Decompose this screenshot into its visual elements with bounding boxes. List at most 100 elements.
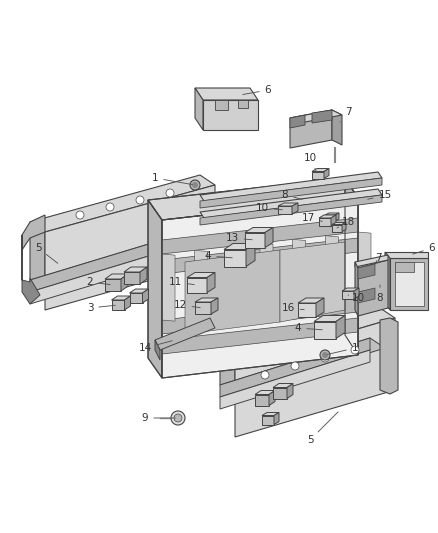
Polygon shape [395, 262, 424, 306]
Polygon shape [124, 296, 131, 310]
Polygon shape [385, 252, 428, 258]
Polygon shape [30, 222, 45, 290]
Polygon shape [395, 262, 414, 272]
Polygon shape [200, 172, 382, 201]
Polygon shape [211, 298, 218, 314]
Polygon shape [194, 251, 208, 318]
Text: 10: 10 [348, 293, 364, 303]
Polygon shape [290, 110, 332, 148]
Polygon shape [187, 272, 215, 278]
Polygon shape [207, 272, 215, 293]
Polygon shape [162, 318, 358, 354]
Text: 5: 5 [307, 412, 338, 445]
Polygon shape [195, 302, 211, 314]
Polygon shape [358, 288, 375, 303]
Polygon shape [290, 115, 305, 128]
Polygon shape [292, 203, 298, 214]
Text: 8: 8 [282, 190, 302, 200]
Polygon shape [203, 100, 258, 130]
Text: 13: 13 [226, 233, 252, 243]
Polygon shape [105, 279, 121, 291]
Polygon shape [345, 178, 358, 355]
Circle shape [106, 203, 114, 211]
Polygon shape [342, 291, 354, 299]
Text: 5: 5 [35, 243, 58, 263]
Polygon shape [325, 236, 338, 303]
Text: 6: 6 [413, 243, 435, 254]
Polygon shape [269, 391, 275, 406]
Polygon shape [385, 252, 390, 310]
Polygon shape [238, 100, 248, 108]
Text: 12: 12 [173, 300, 200, 310]
Polygon shape [342, 222, 346, 231]
Polygon shape [148, 200, 162, 378]
Polygon shape [30, 233, 200, 290]
Polygon shape [332, 224, 342, 231]
Polygon shape [354, 288, 359, 299]
Polygon shape [278, 206, 292, 214]
Text: 3: 3 [87, 303, 115, 313]
Polygon shape [293, 239, 306, 306]
Polygon shape [342, 288, 359, 291]
Polygon shape [325, 213, 339, 215]
Polygon shape [185, 250, 280, 334]
Polygon shape [124, 272, 140, 284]
Polygon shape [200, 189, 382, 218]
Polygon shape [273, 387, 287, 399]
Polygon shape [121, 274, 128, 291]
Text: 11: 11 [168, 277, 194, 287]
Polygon shape [220, 355, 235, 395]
Polygon shape [227, 247, 240, 314]
Polygon shape [358, 232, 371, 299]
Polygon shape [200, 178, 382, 208]
Polygon shape [314, 316, 345, 321]
Polygon shape [265, 228, 273, 247]
Polygon shape [335, 213, 339, 221]
Circle shape [321, 354, 329, 362]
Text: 18: 18 [337, 217, 355, 228]
Polygon shape [312, 172, 324, 179]
Polygon shape [331, 215, 336, 226]
Polygon shape [298, 298, 324, 303]
Polygon shape [274, 413, 279, 424]
Polygon shape [273, 384, 293, 387]
Polygon shape [200, 195, 382, 225]
Circle shape [190, 180, 200, 190]
Polygon shape [298, 303, 316, 317]
Text: 14: 14 [138, 341, 172, 353]
Polygon shape [220, 338, 385, 395]
Polygon shape [30, 245, 185, 304]
Text: 1: 1 [328, 343, 358, 354]
Polygon shape [312, 110, 332, 123]
Text: 8: 8 [377, 285, 383, 303]
Polygon shape [112, 300, 124, 310]
Polygon shape [22, 215, 45, 250]
Circle shape [320, 350, 330, 360]
Polygon shape [195, 298, 218, 302]
Text: 17: 17 [301, 213, 322, 223]
Polygon shape [235, 318, 395, 437]
Polygon shape [355, 262, 358, 316]
Circle shape [351, 346, 359, 354]
Text: 4: 4 [205, 251, 232, 261]
Circle shape [291, 362, 299, 370]
Polygon shape [380, 318, 398, 394]
Polygon shape [246, 244, 255, 266]
Polygon shape [142, 289, 148, 303]
Polygon shape [255, 394, 269, 406]
Polygon shape [187, 278, 207, 293]
Polygon shape [255, 391, 275, 394]
Text: 10: 10 [304, 153, 317, 173]
Polygon shape [215, 100, 228, 110]
Circle shape [192, 182, 198, 188]
Polygon shape [195, 88, 258, 100]
Polygon shape [312, 168, 329, 172]
Polygon shape [130, 293, 142, 303]
Circle shape [261, 371, 269, 379]
Polygon shape [162, 218, 358, 254]
Polygon shape [224, 244, 255, 249]
Circle shape [76, 211, 84, 219]
Polygon shape [220, 338, 370, 397]
Polygon shape [332, 222, 346, 224]
Polygon shape [325, 215, 335, 221]
